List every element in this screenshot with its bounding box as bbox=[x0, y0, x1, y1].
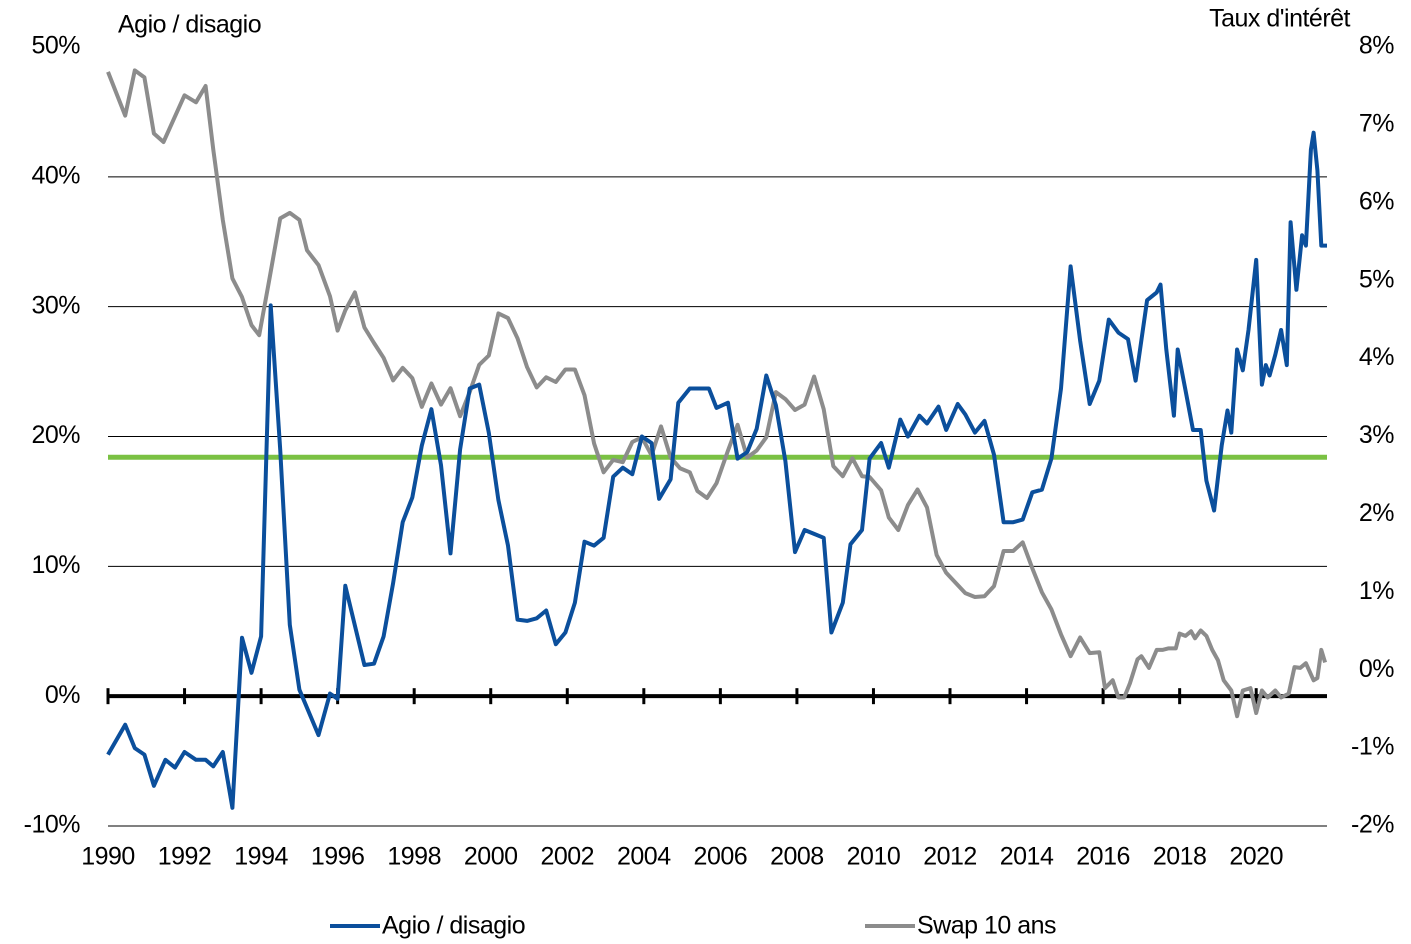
y-tick-label: 40% bbox=[31, 161, 80, 189]
x-tick-label: 2008 bbox=[770, 843, 824, 871]
y2-tick-label: -2% bbox=[1351, 811, 1394, 839]
y2-tick-label: 6% bbox=[1359, 187, 1394, 215]
x-tick-label: 2002 bbox=[540, 843, 594, 871]
x-tick-label: 2014 bbox=[1000, 843, 1054, 871]
y2-tick-label: 8% bbox=[1359, 32, 1394, 60]
y2-tick-label: 4% bbox=[1359, 343, 1394, 371]
y-tick-label: 10% bbox=[31, 551, 80, 579]
y-tick-label: 50% bbox=[31, 32, 80, 60]
series-line bbox=[106, 68, 1328, 719]
x-tick-label: 2012 bbox=[923, 843, 977, 871]
series-line bbox=[106, 130, 1327, 810]
legend-label: Agio / disagio bbox=[382, 912, 525, 940]
y2-axis-title: Taux d'intérêt bbox=[1209, 5, 1350, 33]
y2-tick-label: 0% bbox=[1359, 655, 1394, 683]
x-tick-label: 1992 bbox=[158, 843, 212, 871]
y-axis-title: Agio / disagio bbox=[118, 11, 261, 39]
y-tick-label: 0% bbox=[45, 681, 80, 709]
x-tick-label: 2004 bbox=[617, 843, 671, 871]
y2-tick-label: 7% bbox=[1359, 110, 1394, 138]
y-tick-label: -10% bbox=[24, 811, 81, 839]
x-tick-label: 2016 bbox=[1076, 843, 1130, 871]
x-tick-label: 1996 bbox=[311, 843, 365, 871]
x-tick-label: 2006 bbox=[694, 843, 748, 871]
y2-tick-label: 2% bbox=[1359, 499, 1394, 527]
x-tick-label: 2010 bbox=[847, 843, 901, 871]
y-tick-label: 20% bbox=[31, 421, 80, 449]
y2-tick-label: 5% bbox=[1359, 265, 1394, 293]
x-tick-label: 2000 bbox=[464, 843, 518, 871]
x-tick-label: 1990 bbox=[81, 843, 135, 871]
x-tick-label: 1994 bbox=[234, 843, 288, 871]
y-tick-label: 30% bbox=[31, 291, 80, 319]
y2-tick-label: 1% bbox=[1359, 577, 1394, 605]
y2-tick-label: -1% bbox=[1351, 733, 1394, 761]
y2-tick-label: 3% bbox=[1359, 421, 1394, 449]
x-tick-label: 1998 bbox=[387, 843, 441, 871]
x-tick-label: 2018 bbox=[1153, 843, 1207, 871]
x-tick-label: 2020 bbox=[1229, 843, 1283, 871]
legend-label: Swap 10 ans bbox=[917, 912, 1056, 940]
